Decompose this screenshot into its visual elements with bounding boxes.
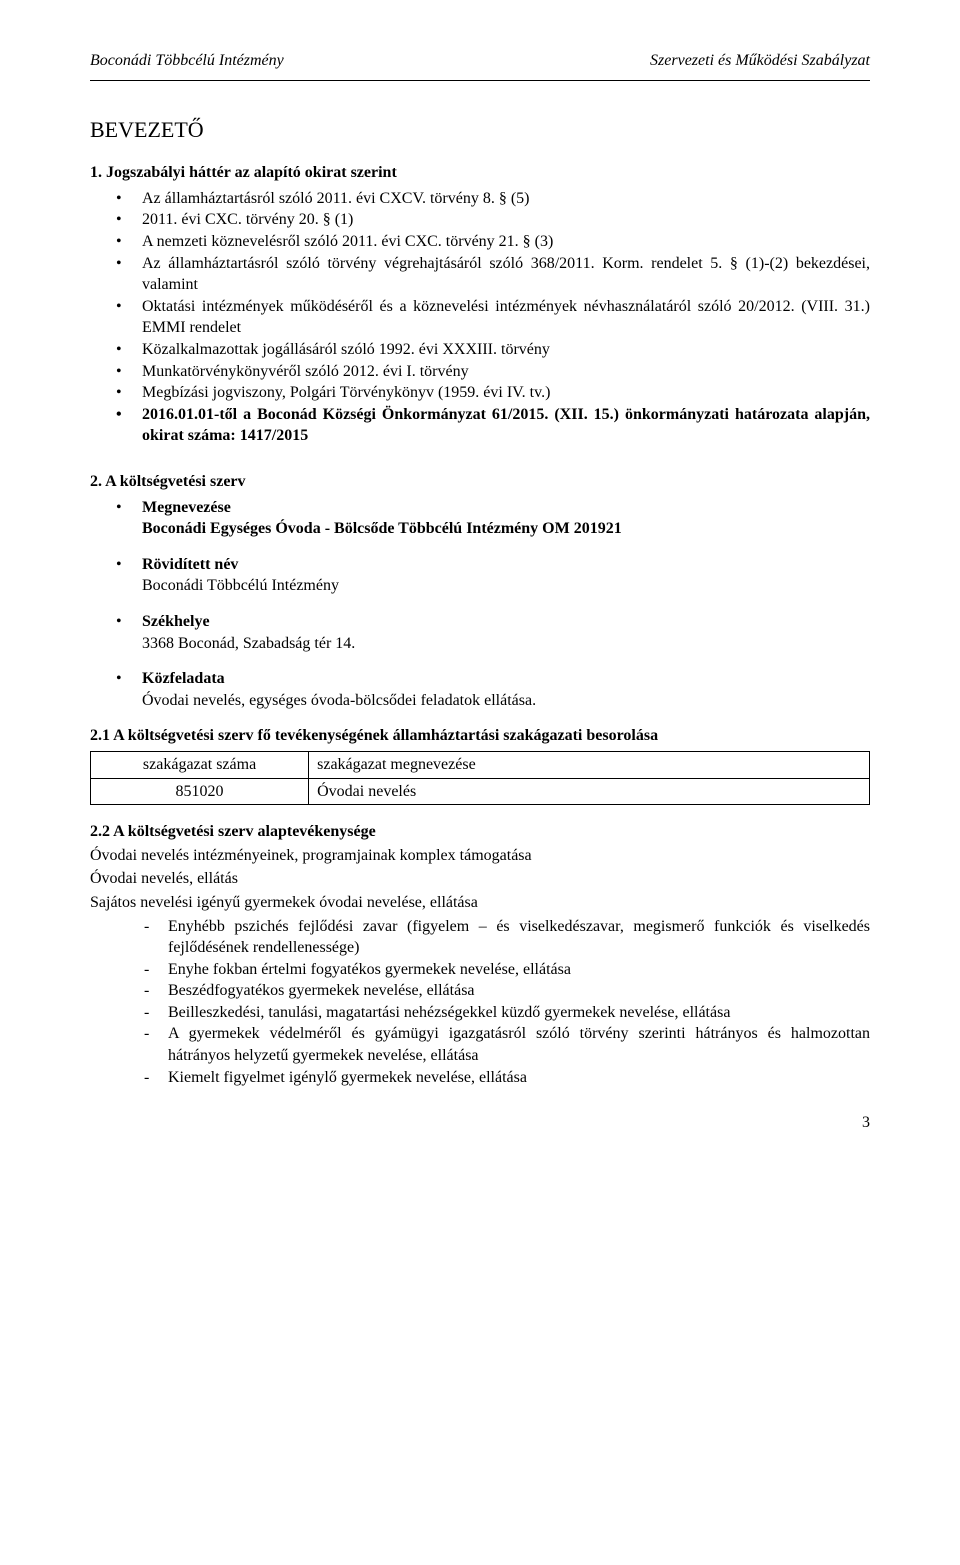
org-value: Óvodai nevelés, egységes óvoda-bölcsődei… xyxy=(142,690,870,712)
header-right: Szervezeti és Működési Szabályzat xyxy=(650,50,870,72)
list-item: Beilleszkedési, tanulási, magatartási ne… xyxy=(144,1002,870,1024)
org-label: Székhelye xyxy=(142,611,870,633)
org-block: Székhelye 3368 Boconád, Szabadság tér 14… xyxy=(90,611,870,654)
section-1-heading: 1. Jogszabályi háttér az alapító okirat … xyxy=(90,162,870,184)
list-item: Megnevezése Boconádi Egységes Óvoda - Bö… xyxy=(142,497,870,540)
section-2-2-heading: 2.2 A költségvetési szerv alaptevékenysé… xyxy=(90,821,870,843)
header-left: Boconádi Többcélú Intézmény xyxy=(90,50,284,72)
org-label: Közfeladata xyxy=(142,668,870,690)
section-2-1-heading: 2.1 A költségvetési szerv fő tevékenység… xyxy=(90,725,870,747)
table-cell: 851020 xyxy=(91,778,309,805)
document-title: BEVEZETŐ xyxy=(90,115,870,145)
list-item: Az államháztartásról szóló törvény végre… xyxy=(142,253,870,296)
body-line: Sajátos nevelési igényű gyermekek óvodai… xyxy=(90,892,870,914)
table-row: 851020 Óvodai nevelés xyxy=(91,778,870,805)
list-item: 2011. évi CXC. törvény 20. § (1) xyxy=(142,209,870,231)
list-item: Enyhe fokban értelmi fogyatékos gyermeke… xyxy=(144,959,870,981)
page-header: Boconádi Többcélú Intézmény Szervezeti é… xyxy=(90,50,870,72)
org-label: Rövidített név xyxy=(142,554,870,576)
list-item: Közalkalmazottak jogállásáról szóló 1992… xyxy=(142,339,870,361)
classification-table: szakágazat száma szakágazat megnevezése … xyxy=(90,751,870,805)
list-item: Munkatörvénykönyvéről szóló 2012. évi I.… xyxy=(142,361,870,383)
dash-list: Enyhébb pszichés fejlődési zavar (figyel… xyxy=(90,916,870,1089)
list-item: Kiemelt figyelmet igénylő gyermekek neve… xyxy=(144,1067,870,1089)
list-item: A gyermekek védelméről és gyámügyi igazg… xyxy=(144,1023,870,1066)
table-row: szakágazat száma szakágazat megnevezése xyxy=(91,751,870,778)
table-cell: Óvodai nevelés xyxy=(309,778,870,805)
body-line: Óvodai nevelés intézményeinek, programja… xyxy=(90,845,870,867)
org-value: Boconádi Többcélú Intézmény xyxy=(142,575,870,597)
header-rule xyxy=(90,80,870,81)
section-1-list: Az államháztartásról szóló 2011. évi CXC… xyxy=(90,188,870,447)
list-item: Székhelye 3368 Boconád, Szabadság tér 14… xyxy=(142,611,870,654)
page-number: 3 xyxy=(90,1112,870,1134)
org-label: Megnevezése xyxy=(142,497,870,519)
table-header: szakágazat száma xyxy=(91,751,309,778)
org-block: Közfeladata Óvodai nevelés, egységes óvo… xyxy=(90,668,870,711)
org-value: Boconádi Egységes Óvoda - Bölcsőde Többc… xyxy=(142,518,870,540)
list-item: Oktatási intézmények működéséről és a kö… xyxy=(142,296,870,339)
section-2-heading: 2. A költségvetési szerv xyxy=(90,471,870,493)
list-item: Megbízási jogviszony, Polgári Törvénykön… xyxy=(142,382,870,404)
body-line: Óvodai nevelés, ellátás xyxy=(90,868,870,890)
org-block: Megnevezése Boconádi Egységes Óvoda - Bö… xyxy=(90,497,870,540)
list-item: Rövidített név Boconádi Többcélú Intézmé… xyxy=(142,554,870,597)
list-item: Az államháztartásról szóló 2011. évi CXC… xyxy=(142,188,870,210)
list-item: Enyhébb pszichés fejlődési zavar (figyel… xyxy=(144,916,870,959)
list-item: A nemzeti köznevelésről szóló 2011. évi … xyxy=(142,231,870,253)
table-header: szakágazat megnevezése xyxy=(309,751,870,778)
list-item: Közfeladata Óvodai nevelés, egységes óvo… xyxy=(142,668,870,711)
list-item: Beszédfogyatékos gyermekek nevelése, ell… xyxy=(144,980,870,1002)
org-value: 3368 Boconád, Szabadság tér 14. xyxy=(142,633,870,655)
org-block: Rövidített név Boconádi Többcélú Intézmé… xyxy=(90,554,870,597)
list-item: 2016.01.01-től a Boconád Községi Önkormá… xyxy=(142,404,870,447)
